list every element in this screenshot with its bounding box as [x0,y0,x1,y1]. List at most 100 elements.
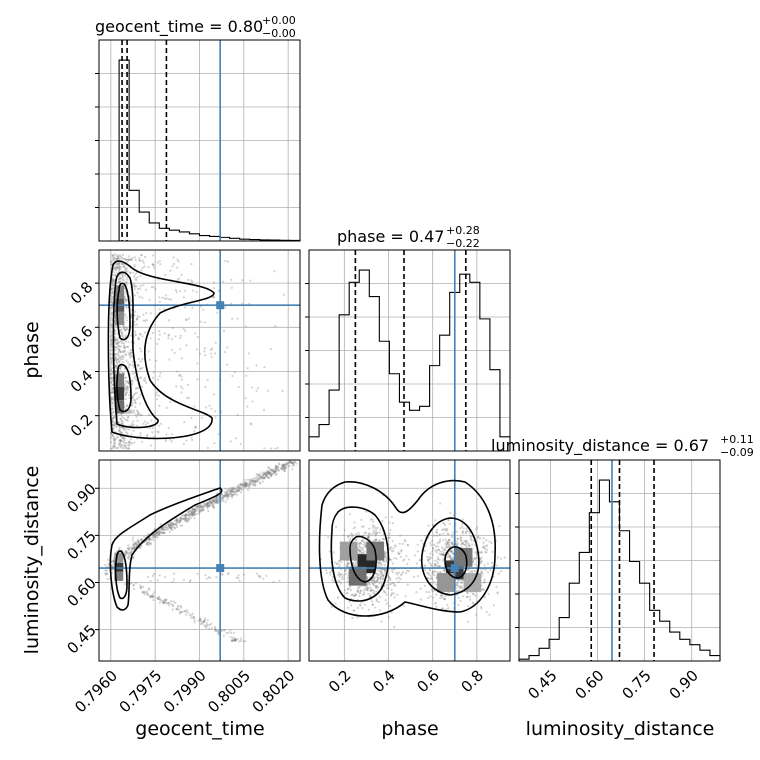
sample-point-phase-distance [444,527,447,531]
title-phase-minus: −0.22 [446,237,480,250]
sample-point-geocent-distance [137,540,141,543]
sample-point-geocent-distance [183,609,187,613]
sample-point-geocent-distance [135,543,138,546]
sample-point-geocent-distance [151,596,154,599]
sample-point-phase-distance [407,569,410,573]
sample-point-geocent-phase [168,358,171,361]
sample-point-phase-distance [446,540,449,543]
sample-point-phase-distance [337,573,340,576]
sample-point-geocent-phase [113,441,117,444]
sample-point-phase-distance [461,587,464,590]
sample-point-phase-distance [375,528,378,532]
sample-point-geocent-phase [171,265,174,268]
sample-point-geocent-phase [190,416,193,420]
sample-point-geocent-distance [174,522,177,526]
sample-point-geocent-distance [104,572,107,575]
sample-point-phase-distance [480,605,483,609]
sample-point-geocent-distance [230,492,233,496]
sample-point-phase-distance [379,609,382,612]
sample-point-phase-distance [473,569,476,573]
sample-point-phase-distance [461,530,464,534]
sample-point-geocent-phase [109,260,113,264]
sample-point-geocent-distance [130,547,133,550]
sample-point-geocent-phase [119,365,123,368]
sample-point-geocent-phase [274,447,277,450]
sample-point-geocent-distance [133,543,136,547]
sample-point-geocent-distance [212,506,215,509]
sample-point-phase-distance [397,551,400,554]
sample-point-phase-distance [358,549,361,552]
sample-point-geocent-phase [125,299,128,302]
sample-point-geocent-phase [249,279,252,282]
sample-point-phase-distance [429,563,433,566]
sample-point-phase-distance [392,549,395,552]
sample-point-geocent-distance [129,550,132,553]
sample-point-phase-distance [389,558,392,561]
sample-point-geocent-distance [168,524,171,527]
sample-point-geocent-phase [122,326,126,329]
sample-point-geocent-phase [123,346,127,349]
sample-point-phase-distance [416,575,420,578]
sample-point-geocent-phase [123,350,126,353]
sample-point-geocent-distance [231,488,234,491]
sample-point-geocent-distance [217,630,220,633]
sample-point-geocent-distance [204,505,207,508]
sample-point-geocent-phase [126,404,129,408]
sample-point-phase-distance [382,574,385,577]
sample-point-geocent-phase [154,287,157,291]
sample-point-phase-distance [491,550,494,553]
sample-point-geocent-distance [208,499,211,503]
sample-point-geocent-distance [233,637,236,640]
sample-point-geocent-phase [110,407,114,410]
sample-point-phase-distance [457,589,460,592]
sample-point-geocent-phase [123,436,126,440]
sample-point-geocent-distance [273,470,276,474]
sample-point-geocent-distance [131,539,134,542]
sample-point-phase-distance [360,552,363,555]
sample-point-phase-distance [336,596,340,599]
density-cell-geocent-phase-1 [115,285,125,299]
sample-point-phase-distance [431,547,435,550]
sample-point-geocent-distance [232,639,235,642]
sample-point-phase-distance [371,603,374,607]
sample-point-geocent-phase [140,440,144,443]
sample-point-geocent-distance [162,599,165,602]
sample-point-geocent-phase [115,342,118,346]
sample-point-phase-distance [338,580,341,583]
sample-point-phase-distance [418,559,421,562]
sample-point-geocent-distance [238,486,241,489]
sample-point-geocent-phase [118,348,121,351]
sample-point-geocent-phase [127,440,131,443]
sample-point-geocent-distance [153,534,157,537]
sample-point-geocent-distance [223,494,226,497]
sample-point-phase-distance [372,580,376,583]
sample-point-geocent-phase [111,417,114,420]
sample-point-geocent-phase [112,274,115,277]
sample-point-geocent-phase [139,274,142,278]
sample-point-geocent-phase [113,444,116,447]
sample-point-phase-distance [362,591,365,594]
sample-point-phase-distance [338,575,341,578]
sample-point-phase-distance [489,568,492,572]
sample-point-geocent-distance [107,563,110,566]
sample-point-geocent-distance [156,596,159,600]
sample-point-phase-distance [448,522,451,525]
sample-point-geocent-distance [277,469,281,472]
sample-point-geocent-phase [130,351,133,354]
sample-point-geocent-phase [163,307,166,311]
sample-point-phase-distance [371,518,374,521]
sample-point-geocent-phase [110,345,114,349]
sample-point-geocent-phase [110,337,113,341]
sample-point-phase-distance [480,570,483,574]
sample-point-phase-distance [473,563,476,566]
sample-point-geocent-distance [124,553,127,556]
sample-point-phase-distance [365,586,369,589]
sample-point-geocent-phase [128,424,131,427]
sample-point-geocent-distance [184,517,187,520]
sample-point-geocent-distance [267,470,270,473]
sample-point-geocent-distance [104,563,107,567]
sample-point-geocent-distance [198,510,202,513]
sample-point-geocent-phase [282,293,286,296]
sample-point-phase-distance [438,552,441,555]
sample-point-geocent-phase [142,422,145,425]
